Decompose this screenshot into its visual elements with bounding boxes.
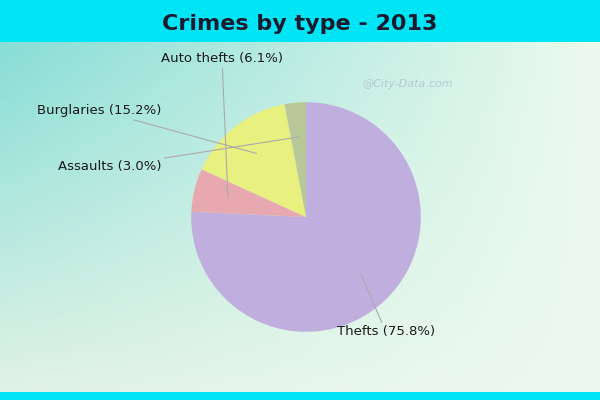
Text: @City-Data.com: @City-Data.com — [362, 79, 453, 89]
Text: Thefts (75.8%): Thefts (75.8%) — [337, 275, 435, 338]
Wedge shape — [191, 169, 306, 217]
Text: Crimes by type - 2013: Crimes by type - 2013 — [163, 14, 437, 34]
Wedge shape — [202, 104, 306, 217]
Text: Assaults (3.0%): Assaults (3.0%) — [58, 137, 299, 173]
Wedge shape — [191, 102, 421, 332]
Text: Burglaries (15.2%): Burglaries (15.2%) — [37, 104, 257, 154]
Wedge shape — [284, 102, 306, 217]
Text: Auto thefts (6.1%): Auto thefts (6.1%) — [161, 52, 283, 198]
